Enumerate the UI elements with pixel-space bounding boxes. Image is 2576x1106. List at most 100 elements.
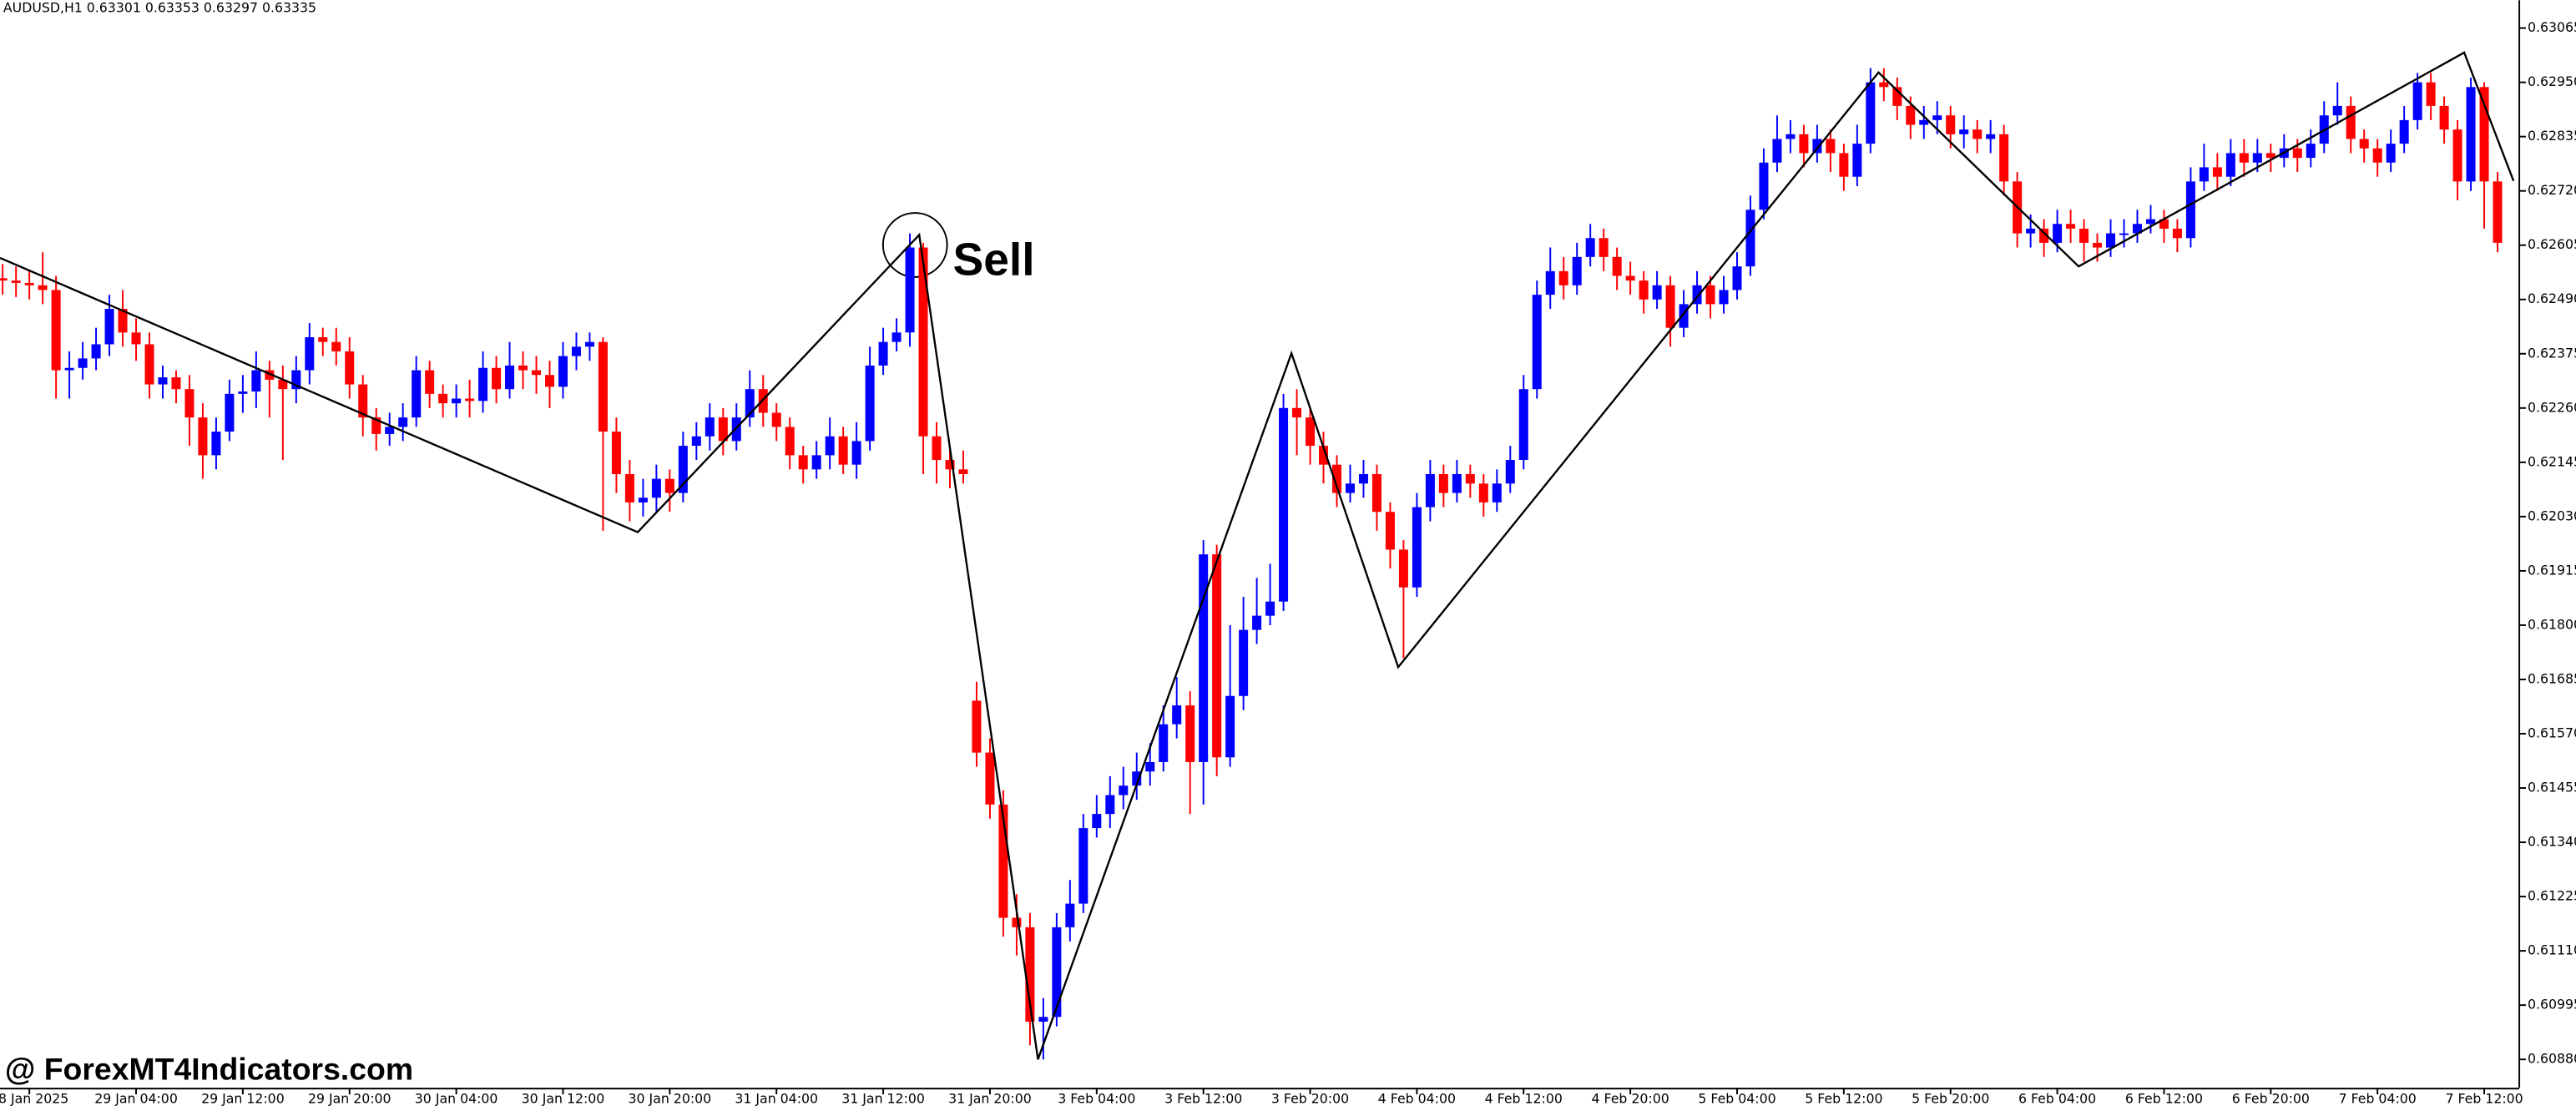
candle-body	[571, 346, 581, 356]
candle-body	[331, 341, 341, 351]
candle-body	[1679, 304, 1689, 328]
candle-body	[2479, 87, 2489, 182]
candle-body	[1145, 761, 1155, 772]
candle-body	[2359, 139, 2369, 149]
candle-body	[1279, 407, 1289, 602]
candle-body	[771, 412, 781, 427]
candle-body	[2093, 242, 2103, 248]
candle-body	[78, 358, 88, 368]
y-tick-label: 0.62375	[2528, 345, 2576, 361]
y-tick-label: 0.61225	[2528, 888, 2576, 904]
candle-body	[2119, 233, 2129, 235]
candle-body	[705, 417, 715, 437]
candle-body	[1385, 512, 1395, 550]
candle-body	[452, 398, 462, 404]
candle-body	[1852, 144, 1862, 177]
candle-body	[1452, 473, 1462, 493]
candle-body	[358, 384, 368, 418]
y-tick-label: 0.62605	[2528, 236, 2576, 252]
candle-body	[718, 417, 728, 442]
candle-body	[1772, 139, 1782, 163]
candle-body	[2466, 87, 2476, 182]
candle-body	[2159, 219, 2169, 229]
candle-body	[985, 752, 995, 805]
candle-body	[2399, 119, 2409, 144]
y-tick-label: 0.61915	[2528, 562, 2576, 578]
candle-body	[1745, 210, 1755, 267]
candle-body	[1906, 105, 1916, 125]
x-tick-label: 29 Jan 12:00	[201, 1090, 285, 1106]
candle-body	[1252, 615, 1262, 630]
candle-body	[1292, 407, 1302, 418]
candle-body	[972, 700, 982, 753]
candle-body	[1532, 295, 1542, 390]
candle-body	[1585, 238, 1595, 257]
candle-body	[198, 417, 208, 456]
candle-body	[745, 389, 755, 418]
x-tick-label: 6 Feb 12:00	[2125, 1090, 2203, 1106]
watermark: @ ForexMT4Indicators.com	[5, 1051, 413, 1086]
x-tick-label: 30 Jan 12:00	[522, 1090, 605, 1106]
candle-body	[38, 285, 48, 290]
sell-circle	[881, 212, 948, 278]
x-tick-label: 4 Feb 12:00	[1485, 1090, 1563, 1106]
candle-body	[691, 436, 701, 447]
candle-body	[1331, 464, 1342, 493]
candle-body	[651, 478, 661, 498]
candle-body	[465, 398, 475, 401]
candle-body	[398, 417, 408, 427]
x-tick-label: 31 Jan 04:00	[735, 1090, 818, 1106]
candle-body	[1558, 270, 1568, 285]
x-tick-label: 4 Feb 04:00	[1378, 1090, 1456, 1106]
candle-body	[1826, 139, 1836, 154]
candle-body	[2252, 153, 2262, 163]
candle-body	[238, 391, 248, 394]
chart-header: AUDUSD,H1 0.63301 0.63353 0.63297 0.6333…	[3, 0, 316, 16]
x-tick-label: 29 Jan 04:00	[94, 1090, 178, 1106]
candle-body	[1932, 115, 1942, 120]
candle-body	[11, 280, 21, 283]
candle-body	[1119, 785, 1129, 795]
candle-body	[678, 446, 688, 493]
candle-body	[171, 377, 181, 390]
candle-body	[2212, 167, 2222, 177]
candle-body	[2079, 228, 2089, 243]
candle-body	[0, 278, 8, 281]
candle-body	[1398, 549, 1408, 588]
y-tick-label: 0.62145	[2528, 453, 2576, 469]
candle-body	[385, 427, 395, 434]
candle-body	[492, 367, 502, 390]
candle-body	[918, 247, 928, 437]
candle-body	[2106, 233, 2116, 248]
candle-body	[1358, 473, 1368, 484]
candle-body	[2145, 219, 2155, 225]
candle-body	[1199, 554, 1209, 762]
candle-body	[785, 427, 795, 456]
candle-body	[1652, 285, 1662, 300]
candle-body	[1892, 87, 1902, 106]
candle-body	[2132, 224, 2142, 234]
candle-body	[1799, 134, 1809, 154]
candle-body	[412, 370, 422, 418]
candle-body	[1572, 256, 1582, 285]
candle-body	[624, 473, 634, 502]
candle-body	[1879, 82, 1889, 88]
candle-body	[1212, 554, 1222, 758]
candle-body	[532, 370, 542, 376]
candle-body	[1159, 724, 1169, 762]
candle-body	[2346, 105, 2356, 139]
x-tick-label: 6 Feb 20:00	[2232, 1090, 2310, 1106]
x-tick-label: 29 Jan 20:00	[308, 1090, 391, 1106]
candle-body	[1732, 266, 1742, 290]
candle-body	[1306, 417, 1316, 447]
candle-body	[1505, 460, 1515, 484]
candle-body	[51, 290, 61, 371]
candle-body	[2239, 153, 2249, 163]
candle-body	[544, 375, 555, 387]
